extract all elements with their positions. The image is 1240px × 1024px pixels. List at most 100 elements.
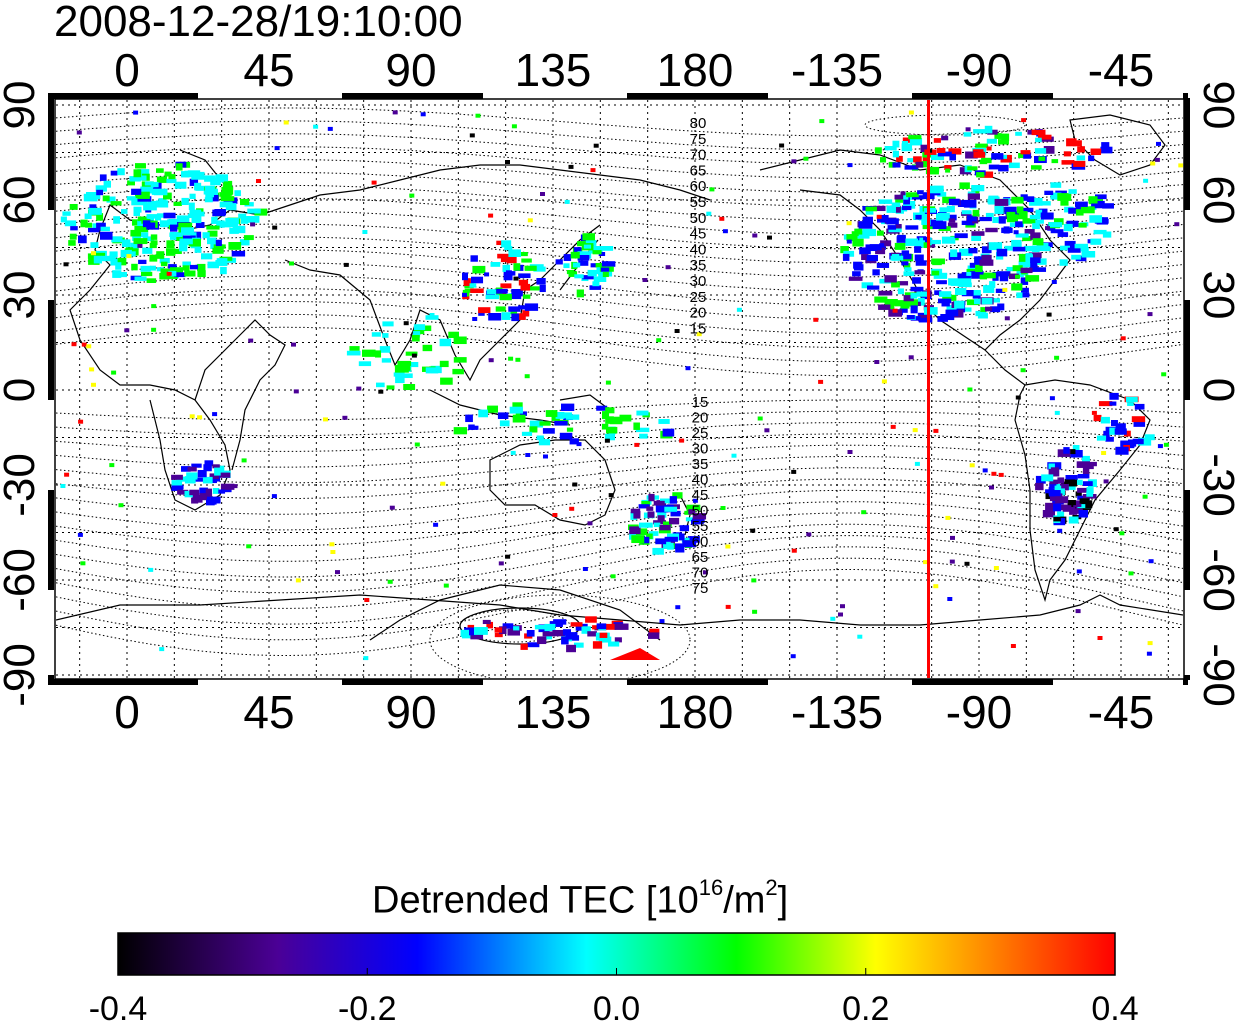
tec-point bbox=[892, 308, 898, 313]
tec-point bbox=[205, 488, 213, 497]
tec-point bbox=[967, 166, 978, 171]
tec-point bbox=[1088, 155, 1095, 162]
tec-point bbox=[908, 355, 914, 360]
tec-point bbox=[95, 185, 107, 192]
lon-tick-label: -45 bbox=[1088, 686, 1154, 738]
tec-point bbox=[1066, 220, 1079, 227]
tec-point bbox=[1090, 148, 1102, 154]
tec-point bbox=[1018, 153, 1027, 159]
tec-point bbox=[464, 627, 477, 636]
tec-point bbox=[954, 233, 968, 239]
tec-point bbox=[924, 307, 938, 315]
tec-point bbox=[937, 192, 947, 197]
tec-point bbox=[156, 168, 164, 173]
tec-point bbox=[908, 110, 914, 115]
tec-point bbox=[225, 203, 237, 211]
tec-point bbox=[577, 251, 592, 259]
tec-point bbox=[644, 522, 653, 528]
tec-point bbox=[363, 656, 369, 661]
tec-point bbox=[175, 163, 183, 171]
tec-point bbox=[657, 515, 665, 521]
tec-point bbox=[527, 642, 540, 648]
tec-point bbox=[166, 271, 172, 276]
tec-point bbox=[967, 265, 978, 272]
tec-point bbox=[946, 304, 957, 312]
tec-point bbox=[155, 215, 162, 221]
tec-point bbox=[706, 211, 712, 216]
tec-point bbox=[909, 138, 923, 146]
tec-point bbox=[189, 414, 195, 419]
tec-point bbox=[1018, 253, 1026, 262]
tec-point bbox=[736, 307, 742, 312]
tec-point bbox=[998, 216, 1006, 224]
contour-label: 70 bbox=[690, 147, 707, 164]
tec-point bbox=[191, 463, 202, 468]
tec-point bbox=[986, 138, 997, 144]
tec-point bbox=[1023, 152, 1032, 159]
tec-point bbox=[979, 159, 988, 165]
contour-line bbox=[56, 523, 1183, 594]
tec-point bbox=[965, 127, 971, 132]
tec-point bbox=[904, 267, 912, 272]
tec-point bbox=[409, 193, 415, 198]
tec-point bbox=[901, 141, 909, 146]
tec-point bbox=[1011, 283, 1023, 291]
tec-point bbox=[847, 163, 853, 168]
tec-point bbox=[647, 511, 655, 518]
tec-point bbox=[989, 281, 996, 288]
tec-point bbox=[1079, 498, 1090, 504]
tec-point bbox=[1023, 254, 1034, 262]
tec-point bbox=[692, 498, 698, 503]
tec-point bbox=[1089, 215, 1103, 223]
tec-point bbox=[1045, 489, 1051, 494]
tec-point bbox=[1115, 446, 1129, 455]
tec-point bbox=[895, 224, 902, 229]
tec-point bbox=[646, 533, 653, 539]
tec-point bbox=[168, 218, 178, 226]
tec-point bbox=[933, 185, 944, 193]
tec-point bbox=[220, 483, 235, 490]
tec-point bbox=[564, 199, 570, 204]
tec-point bbox=[840, 604, 845, 609]
tec-point bbox=[752, 609, 758, 614]
tec-point bbox=[899, 308, 908, 313]
contour-label: 20 bbox=[692, 410, 709, 427]
tec-point bbox=[68, 240, 76, 246]
tec-point bbox=[125, 251, 136, 257]
contour-line bbox=[56, 512, 1183, 578]
tec-point bbox=[1015, 131, 1022, 136]
tec-point bbox=[731, 453, 737, 458]
latitude-ticks-left: 90 60 30 0 -30 -60 -90 bbox=[0, 81, 44, 707]
tec-point bbox=[1102, 231, 1112, 238]
tec-point bbox=[865, 206, 878, 212]
tec-point bbox=[585, 240, 597, 246]
tec-point bbox=[975, 310, 987, 317]
tec-point bbox=[971, 185, 985, 192]
tec-point bbox=[179, 243, 188, 252]
tec-point bbox=[995, 288, 1006, 293]
tec-point bbox=[525, 453, 531, 457]
tec-point bbox=[1026, 196, 1035, 203]
tec-point bbox=[861, 282, 874, 289]
contour-label: 40 bbox=[690, 241, 707, 258]
tec-point bbox=[202, 476, 213, 484]
tec-point bbox=[499, 294, 512, 301]
tec-point bbox=[1015, 221, 1023, 228]
tec-point bbox=[897, 288, 904, 295]
contour-line bbox=[56, 133, 1183, 165]
tec-point bbox=[1124, 430, 1131, 437]
tec-point bbox=[1075, 255, 1087, 262]
tec-point bbox=[962, 307, 972, 312]
tec-point bbox=[1049, 396, 1055, 401]
tec-point bbox=[215, 174, 229, 182]
tec-point bbox=[949, 559, 955, 564]
tec-point bbox=[552, 630, 566, 637]
tec-point bbox=[947, 597, 953, 601]
tec-point bbox=[1097, 636, 1103, 640]
tec-point bbox=[271, 494, 277, 499]
tec-point bbox=[138, 259, 147, 265]
tec-point bbox=[197, 470, 207, 478]
tec-point bbox=[1146, 651, 1152, 656]
tec-point bbox=[395, 375, 405, 384]
lon-tick-label: 90 bbox=[385, 686, 436, 738]
